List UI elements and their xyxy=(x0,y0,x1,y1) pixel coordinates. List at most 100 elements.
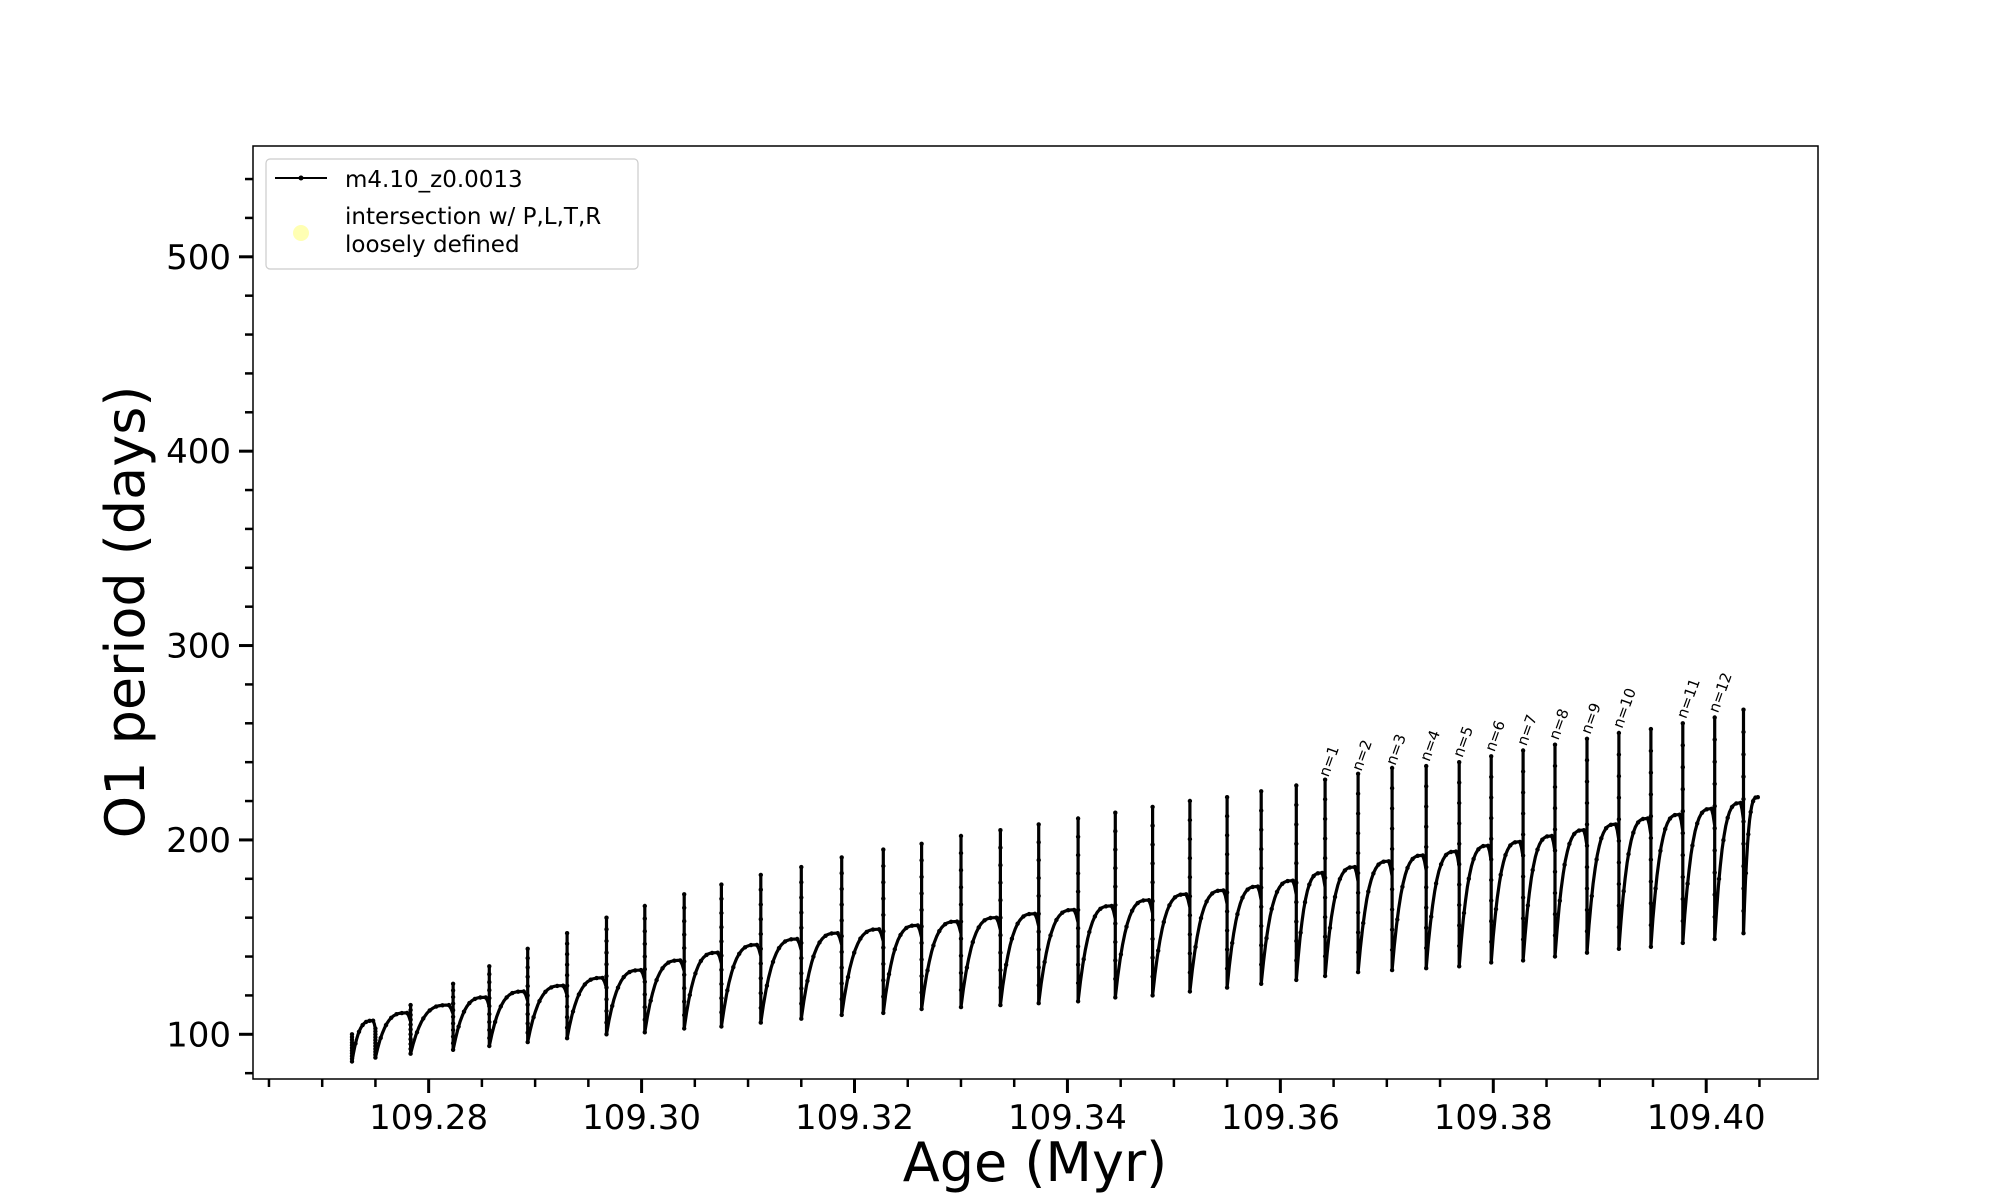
data-point xyxy=(1712,803,1717,809)
data-point xyxy=(1259,808,1264,813)
data-point xyxy=(919,874,924,880)
data-point xyxy=(408,1012,413,1018)
data-point xyxy=(604,950,609,955)
data-point xyxy=(1424,804,1429,809)
data-point xyxy=(1285,878,1290,884)
data-point xyxy=(1552,742,1558,747)
data-point xyxy=(642,1017,647,1022)
data-point xyxy=(954,919,960,924)
data-point xyxy=(687,992,692,998)
data-point xyxy=(1294,802,1299,808)
data-point xyxy=(1667,816,1673,821)
data-point xyxy=(564,931,570,936)
data-point xyxy=(758,872,763,878)
data-point xyxy=(1712,826,1717,831)
data-point xyxy=(1584,886,1590,891)
data-point xyxy=(370,1018,376,1023)
data-point xyxy=(1680,830,1686,836)
data-point xyxy=(525,1011,530,1017)
data-point xyxy=(1552,869,1558,874)
data-point xyxy=(1224,795,1230,800)
data-point xyxy=(1150,898,1155,904)
data-point xyxy=(1347,865,1353,870)
data-point xyxy=(1389,967,1395,973)
data-point xyxy=(1535,847,1540,852)
data-point xyxy=(1021,914,1026,919)
y-axis: 100 200 300 400 500 xyxy=(166,177,253,1075)
data-point xyxy=(839,918,844,923)
data-point xyxy=(408,1041,413,1047)
data-point xyxy=(1741,774,1746,779)
data-point xyxy=(1709,806,1714,811)
data-point xyxy=(404,1010,410,1016)
data-point xyxy=(719,882,724,887)
data-point xyxy=(1648,944,1654,949)
data-point xyxy=(998,985,1003,990)
data-point xyxy=(1410,856,1415,862)
data-point xyxy=(1322,777,1328,782)
data-point xyxy=(1746,832,1751,837)
data-point xyxy=(1520,769,1526,774)
data-point xyxy=(839,996,844,1002)
data-point xyxy=(487,988,492,993)
data-point xyxy=(958,868,964,873)
data-point xyxy=(988,915,993,921)
data-point xyxy=(1187,817,1193,823)
data-point xyxy=(1366,889,1371,894)
data-point xyxy=(892,947,897,952)
data-point xyxy=(758,961,763,966)
data-point xyxy=(1616,860,1622,865)
data-point xyxy=(782,939,788,944)
data-point xyxy=(1322,797,1328,802)
data-point xyxy=(919,841,924,846)
data-point xyxy=(1517,839,1523,845)
data-point xyxy=(1042,959,1047,965)
data-point xyxy=(1438,862,1444,867)
legend-label-intersection-line2: loosely defined xyxy=(345,232,520,258)
data-point xyxy=(839,965,844,970)
data-point xyxy=(1224,928,1230,933)
data-point xyxy=(1461,910,1467,916)
data-point xyxy=(1424,763,1429,769)
data-point xyxy=(1259,827,1264,832)
data-point xyxy=(450,994,456,1000)
data-point xyxy=(799,1001,804,1006)
data-point xyxy=(1294,977,1299,983)
data-point xyxy=(525,993,530,998)
data-point xyxy=(1113,995,1118,1000)
data-point xyxy=(1699,810,1705,815)
data-point xyxy=(998,845,1003,850)
data-point xyxy=(564,962,570,967)
data-point xyxy=(1187,875,1193,880)
data-point xyxy=(1680,743,1686,748)
data-point xyxy=(1224,814,1230,819)
data-point xyxy=(408,1032,413,1037)
data-point xyxy=(1552,933,1558,938)
data-point xyxy=(467,1000,472,1006)
data-point xyxy=(1240,895,1245,900)
data-point xyxy=(1036,983,1041,988)
data-point xyxy=(666,960,671,965)
annotation-label: n=10 xyxy=(1609,686,1640,731)
data-point xyxy=(1071,907,1077,913)
data-point xyxy=(1453,849,1459,854)
data-point xyxy=(829,931,834,936)
data-point xyxy=(1741,752,1746,757)
data-point xyxy=(604,938,609,944)
data-point xyxy=(1489,774,1494,780)
data-point xyxy=(1424,945,1429,951)
data-point xyxy=(1584,779,1590,784)
data-point xyxy=(525,974,530,979)
data-point xyxy=(642,979,647,984)
data-point xyxy=(839,1012,844,1018)
data-point xyxy=(1146,898,1152,903)
data-point xyxy=(1552,912,1558,917)
data-point xyxy=(1322,816,1328,822)
data-point xyxy=(1235,912,1240,917)
data-point xyxy=(881,929,886,934)
data-point xyxy=(998,933,1003,938)
data-point xyxy=(976,925,981,930)
annotation-label: n=6 xyxy=(1481,718,1509,754)
data-point xyxy=(1103,904,1109,909)
data-point xyxy=(1640,816,1646,822)
